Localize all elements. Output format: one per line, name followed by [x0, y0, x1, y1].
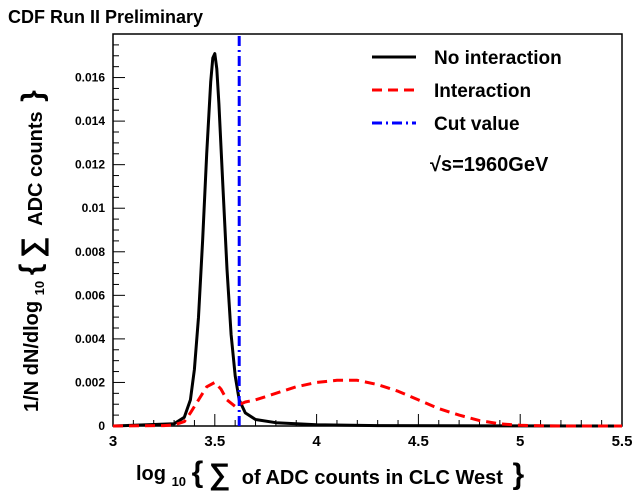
x-tick-label: 4	[312, 433, 321, 450]
legend-label-cut-value: Cut value	[434, 114, 520, 135]
series-interaction-line	[112, 378, 622, 428]
y-tick-label: 0.012	[75, 158, 105, 172]
energy-annotation: √s=1960GeV	[430, 154, 549, 176]
x-axis-ticks: 3 3.5 4 4.5 5 5.5	[109, 414, 633, 450]
x-axis-title-close-brace: }	[512, 458, 524, 491]
legend: No interaction Interaction Cut value	[372, 48, 562, 135]
x-tick-label: 3.5	[204, 433, 225, 450]
x-tick-label: 5	[516, 433, 524, 450]
chart-title: CDF Run II Preliminary	[8, 7, 203, 27]
y-axis-title-close-brace: }	[16, 90, 49, 102]
x-axis-title-prefix: log	[136, 463, 166, 485]
y-tick-label: 0.014	[75, 114, 105, 128]
x-axis-title-body: of ADC counts in CLC West	[242, 467, 503, 489]
y-tick-label: 0.002	[75, 375, 105, 389]
x-axis-title-sub: 10	[172, 474, 186, 489]
x-axis-title: log 10 { ∑ of ADC counts in CLC West }	[136, 456, 524, 491]
y-axis-title-sub: 10	[32, 281, 47, 295]
y-axis-title-sigma: ∑	[16, 237, 49, 258]
x-tick-label: 5.5	[612, 433, 633, 450]
y-axis-title-prefix: 1/N dN/dlog	[21, 301, 43, 412]
legend-label-interaction: Interaction	[434, 81, 531, 102]
y-tick-label: 0.008	[75, 245, 105, 259]
y-tick-label: 0.004	[75, 332, 105, 346]
y-tick-label: 0	[98, 419, 105, 433]
series-layer	[112, 34, 623, 428]
y-axis-title-open-brace: {	[14, 263, 47, 275]
legend-label-no-interaction: No interaction	[434, 48, 562, 69]
y-tick-label: 0.016	[75, 71, 105, 85]
series-no-interaction-line	[112, 52, 623, 428]
y-axis-ticks: 0 0.002 0.004 0.006 0.008 0.01 0.012 0.014 0.016	[75, 33, 125, 433]
x-axis-title-sigma: ∑	[209, 458, 230, 491]
y-tick-label: 0.006	[75, 288, 105, 302]
y-axis-title-body: ADC counts	[25, 111, 47, 225]
x-tick-label: 4.5	[408, 433, 429, 450]
x-tick-label: 3	[109, 433, 117, 450]
y-tick-label: 0.01	[82, 201, 106, 215]
y-axis-title: 1/N dN/dlog 10 { ∑ ADC counts }	[14, 90, 49, 412]
x-axis-title-open-brace: {	[192, 456, 204, 489]
